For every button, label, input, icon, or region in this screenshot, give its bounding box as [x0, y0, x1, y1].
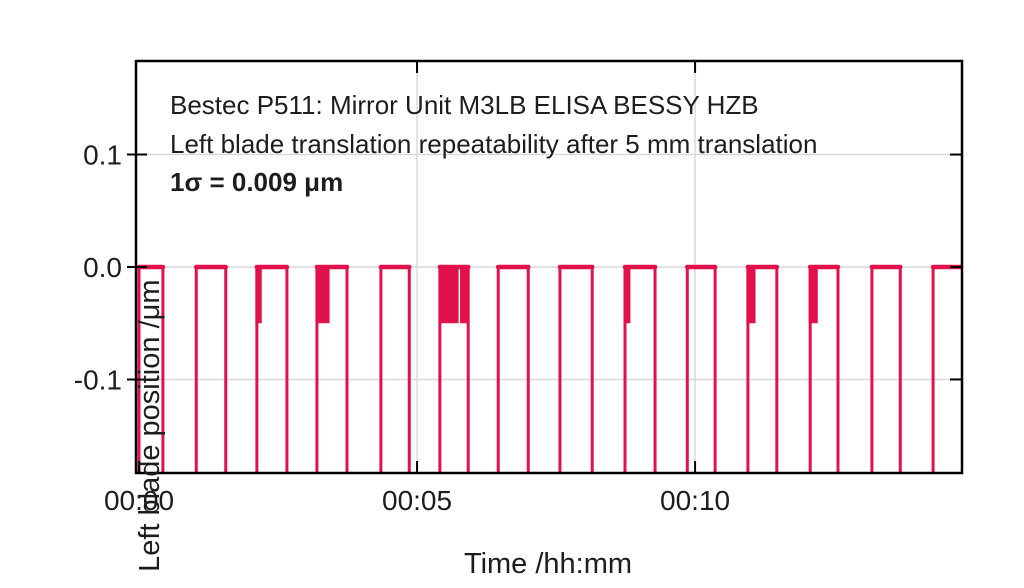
x-tick-label: 00:05	[382, 485, 452, 516]
x-tick-label: 00:00	[104, 485, 174, 516]
annotation-subtitle: Left blade translation repeatability aft…	[170, 128, 818, 159]
dip-excursion	[460, 267, 469, 324]
y-tick-label: 0.1	[83, 140, 122, 171]
dip-excursion	[315, 267, 330, 324]
x-axis-title: Time /hh:mm	[463, 548, 633, 580]
y-tick-label: 0.0	[83, 252, 122, 283]
dip-excursion	[808, 267, 818, 324]
annotation-box: Bestec P511: Mirror Unit M3LB ELISA BESS…	[170, 86, 817, 202]
y-tick-label: -0.1	[74, 364, 122, 395]
y-axis-title: Left blade position /μm	[134, 279, 167, 572]
annotation-title: Bestec P511: Mirror Unit M3LB ELISA BESS…	[170, 90, 759, 120]
x-tick-label: 00:10	[660, 485, 730, 516]
dip-excursion	[623, 267, 631, 324]
dip-excursion	[746, 267, 756, 324]
dip-excursion	[438, 267, 459, 324]
annotation-sigma-value: 1σ = 0.009 μm	[170, 167, 344, 197]
dip-excursion	[255, 267, 262, 324]
